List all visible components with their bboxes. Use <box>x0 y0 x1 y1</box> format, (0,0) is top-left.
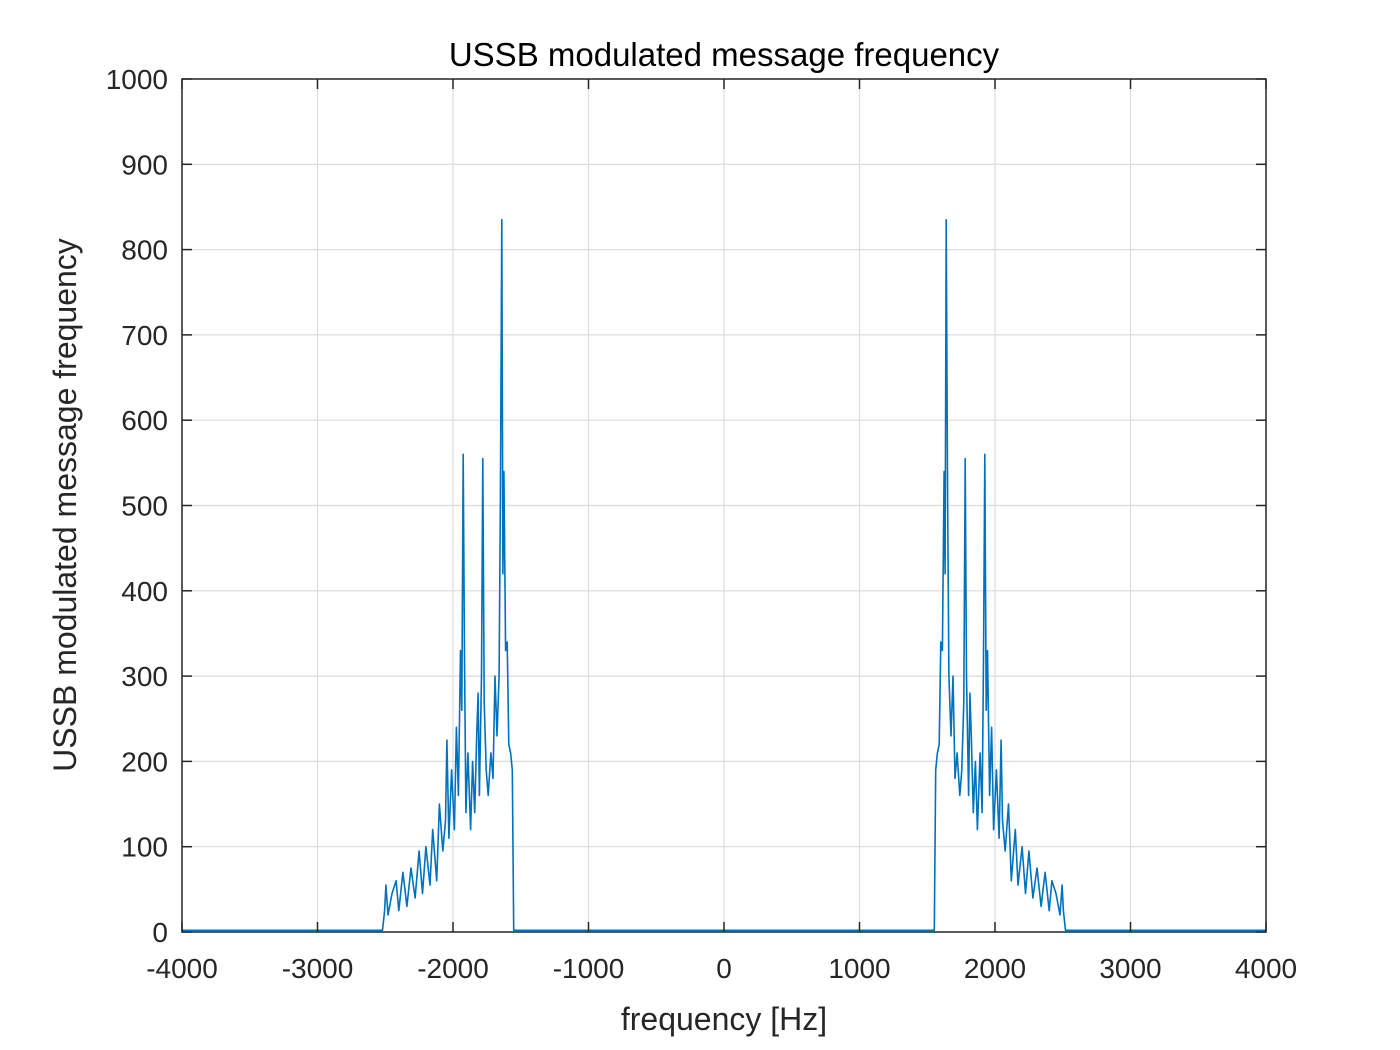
x-tick-label: 4000 <box>1235 953 1297 984</box>
y-tick-label: 700 <box>121 320 168 351</box>
y-tick-label: 900 <box>121 149 168 180</box>
y-tick-label: 200 <box>121 746 168 777</box>
y-axis-label: USSB modulated message frequency <box>47 238 83 772</box>
x-tick-label: 2000 <box>964 953 1026 984</box>
x-tick-label: 3000 <box>1099 953 1161 984</box>
x-tick-label: -4000 <box>146 953 218 984</box>
axis-ticks <box>181 78 1267 933</box>
y-tick-label: 100 <box>121 832 168 863</box>
x-tick-label: -3000 <box>282 953 354 984</box>
y-tick-label: 600 <box>121 405 168 436</box>
y-tick-label: 1000 <box>106 64 168 95</box>
y-tick-label: 800 <box>121 235 168 266</box>
tick-labels: -4000 -3000 -2000 -1000 0 1000 2000 3000 4000 0 10… <box>106 64 1297 984</box>
grid-lines <box>181 78 1267 933</box>
x-tick-label: 0 <box>716 953 732 984</box>
chart-title: USSB modulated message frequency <box>449 36 1000 73</box>
y-tick-label: 400 <box>121 576 168 607</box>
x-axis-label: frequency [Hz] <box>621 1001 827 1037</box>
y-tick-label: 500 <box>121 491 168 522</box>
x-tick-label: -2000 <box>417 953 489 984</box>
x-tick-label: -1000 <box>553 953 625 984</box>
y-tick-label: 0 <box>152 917 168 948</box>
x-tick-label: 1000 <box>828 953 890 984</box>
y-tick-label: 300 <box>121 661 168 692</box>
